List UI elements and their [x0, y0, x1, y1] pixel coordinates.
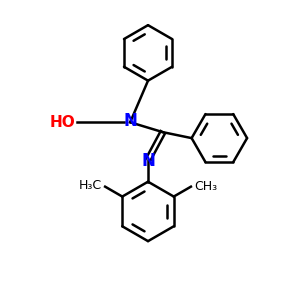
Text: N: N [141, 152, 155, 170]
Text: H₃C: H₃C [79, 179, 102, 192]
Text: CH₃: CH₃ [194, 180, 217, 193]
Text: N: N [123, 112, 137, 130]
Text: HO: HO [50, 115, 76, 130]
